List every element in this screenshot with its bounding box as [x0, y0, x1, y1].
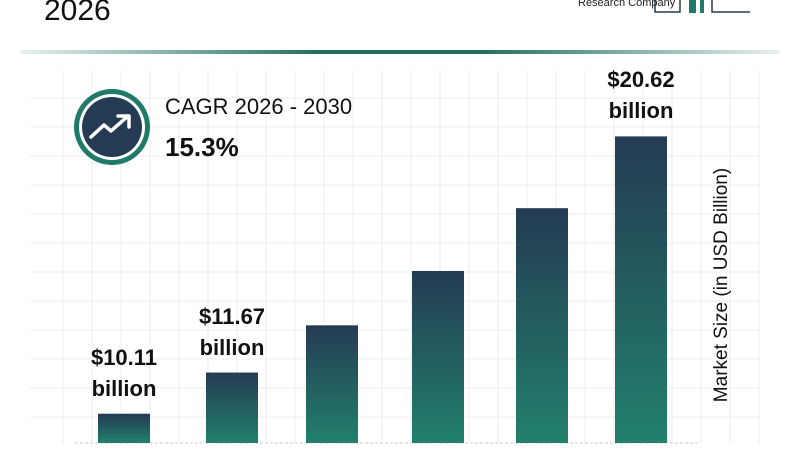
bar-0	[98, 413, 150, 443]
data-label-0: $10.11 billion	[91, 342, 157, 404]
data-label-unit: billion	[608, 98, 674, 124]
header-divider	[20, 50, 780, 54]
data-label-1: $11.67 billion	[199, 301, 265, 363]
cagr-label: CAGR 2026 - 2030	[165, 94, 353, 119]
trending-up-icon	[89, 114, 131, 139]
y-axis-label: Market Size (in USD Billion)	[711, 167, 732, 403]
bar-2	[306, 325, 358, 443]
bar-5	[615, 136, 667, 443]
company-logo	[654, 0, 750, 13]
data-label-unit: billion	[91, 375, 157, 401]
cagr-value: 15.3%	[165, 132, 239, 162]
page-title: 2026	[44, 0, 111, 27]
data-label-value: $20.62	[607, 67, 675, 93]
bar-1	[206, 372, 258, 443]
data-label-value: $11.67	[198, 303, 266, 329]
data-label-unit: billion	[199, 334, 265, 360]
bar-4	[516, 208, 568, 443]
bar-3	[412, 270, 464, 443]
cagr-icon-group	[74, 89, 150, 165]
data-label-value: $10.11	[90, 344, 158, 370]
logo-text: Research Company	[578, 0, 676, 9]
data-label-5: $20.62 billion	[607, 64, 674, 126]
